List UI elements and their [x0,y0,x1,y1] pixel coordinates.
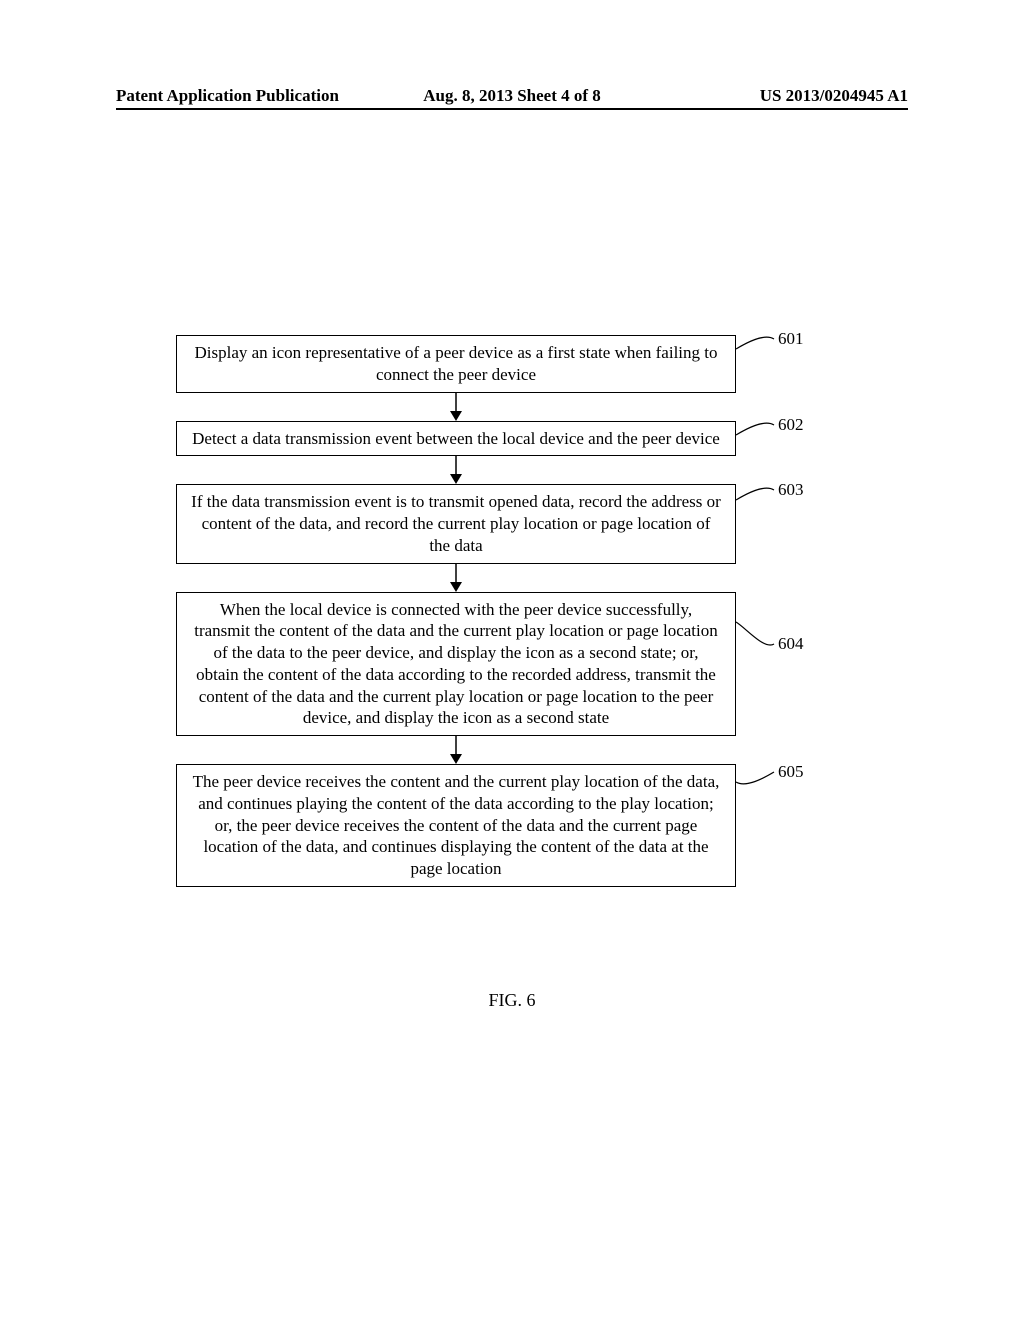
flow-arrow [176,564,736,592]
flow-step: Detect a data transmission event between… [176,421,736,457]
leader-line-icon [732,411,782,449]
flow-step: When the local device is connected with … [176,592,736,737]
leader-line-icon [732,325,782,363]
header-left: Patent Application Publication [116,86,380,106]
leader-line-icon [732,476,782,514]
flow-arrow-icon [446,393,466,421]
flowchart: Display an icon representative of a peer… [176,335,736,887]
flow-arrow [176,736,736,764]
flow-arrow-icon [446,456,466,484]
page: Patent Application Publication Aug. 8, 2… [0,0,1024,1320]
flow-step: If the data transmission event is to tra… [176,484,736,563]
header-rule [116,108,908,110]
flow-arrow [176,456,736,484]
figure-caption: FIG. 6 [0,990,1024,1011]
flow-step-text: If the data transmission event is to tra… [191,492,721,555]
flow-step: The peer device receives the content and… [176,764,736,887]
flow-step-text: When the local device is connected with … [194,600,718,728]
flow-step-text: Display an icon representative of a peer… [194,343,717,384]
flow-step-text: Detect a data transmission event between… [192,429,720,448]
header-center: Aug. 8, 2013 Sheet 4 of 8 [380,86,644,106]
flow-step-text: The peer device receives the content and… [193,772,720,878]
leader-line-icon [732,758,782,796]
leader-line-icon [732,608,782,658]
flow-arrow-icon [446,564,466,592]
flow-arrow-icon [446,736,466,764]
page-header: Patent Application Publication Aug. 8, 2… [116,86,908,106]
flow-step: Display an icon representative of a peer… [176,335,736,393]
flow-arrow [176,393,736,421]
header-right: US 2013/0204945 A1 [644,86,908,106]
